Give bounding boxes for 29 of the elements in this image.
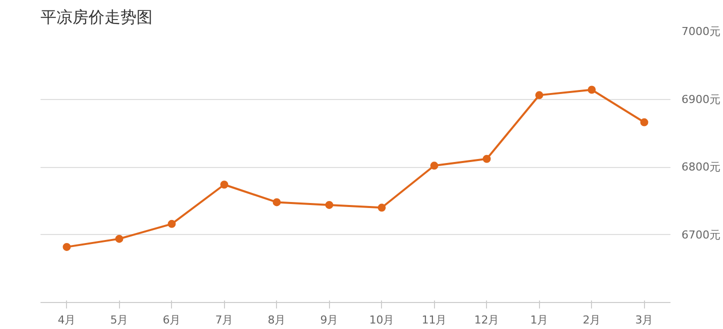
y-tick-label: 7000元 — [682, 25, 720, 38]
x-tick-label: 5月 — [110, 314, 128, 326]
y-tick-label: 6700元 — [682, 228, 720, 242]
point — [272, 198, 281, 206]
y-tick-label: 6800元 — [682, 160, 720, 174]
point — [220, 180, 228, 189]
point — [168, 220, 176, 228]
x-tick-label: 11月 — [422, 314, 447, 326]
point — [482, 154, 491, 163]
point — [115, 234, 124, 243]
x-tick-label: 4月 — [58, 314, 76, 326]
point — [640, 118, 648, 126]
chart-title: 平凉房价走势图 — [40, 8, 152, 26]
x-tick-label: 6月 — [162, 314, 181, 326]
y-tick-label: 6900元 — [682, 92, 720, 106]
point — [430, 162, 438, 170]
point — [535, 91, 544, 100]
point — [62, 242, 71, 251]
x-tick-label: 8月 — [268, 314, 286, 326]
point — [378, 204, 386, 212]
point — [588, 86, 596, 94]
x-tick-label: 10月 — [369, 314, 394, 326]
x-tick-label: 1月 — [530, 314, 548, 326]
point — [325, 200, 334, 209]
x-tick-label: 7月 — [215, 314, 234, 326]
x-tick-label: 2月 — [582, 314, 601, 326]
x-tick-label: 9月 — [320, 314, 338, 326]
x-tick-label: 12月 — [474, 314, 500, 326]
x-tick-label: 3月 — [635, 314, 654, 326]
